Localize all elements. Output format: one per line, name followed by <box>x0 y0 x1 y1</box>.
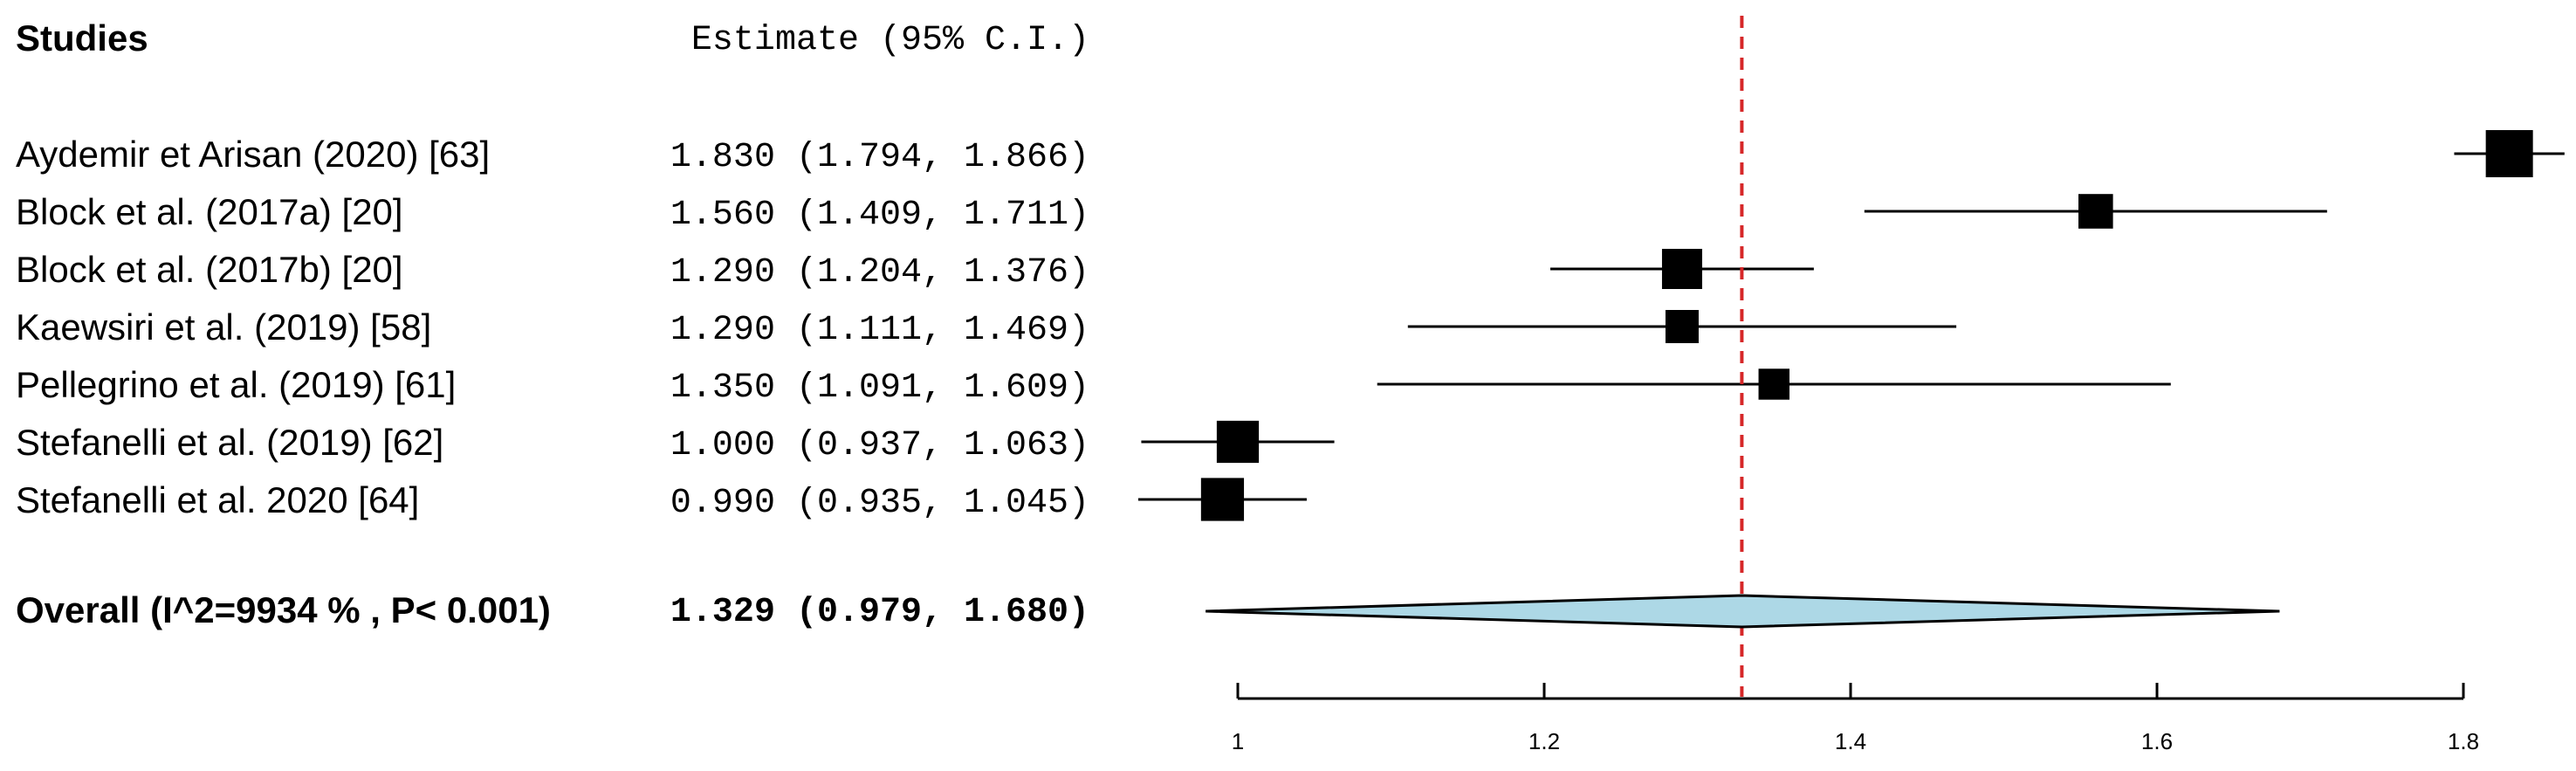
study-estimate-text: 1.000 (0.937, 1.063) <box>670 426 1089 465</box>
study-rows: Aydemir et Arisan (2020) [63] 1.830 (1.79… <box>16 130 2565 523</box>
study-row: Stefanelli et al. (2019) [62] 1.000 (0.93… <box>16 420 1335 465</box>
point-estimate-marker <box>1665 310 1699 343</box>
study-estimate-text: 1.350 (1.091, 1.609) <box>670 368 1089 408</box>
point-estimate-marker <box>2485 130 2533 177</box>
study-estimate-text: 1.290 (1.111, 1.469) <box>670 311 1089 350</box>
study-row: Block et al. (2017b) [20] 1.290 (1.204, 1… <box>16 249 1814 293</box>
study-row: Block et al. (2017a) [20] 1.560 (1.409, 1… <box>16 191 2327 235</box>
point-estimate-marker <box>1216 420 1260 464</box>
x-axis: 1 1.2 1.4 1.6 1.8 <box>1232 683 2479 754</box>
point-estimate-marker <box>1758 368 1789 400</box>
studies-header: Studies <box>16 17 148 59</box>
study-name: Kaewsiri et al. (2019) [58] <box>16 306 431 348</box>
x-tick-label: 1.8 <box>2448 728 2479 754</box>
study-estimate-text: 1.830 (1.794, 1.866) <box>670 138 1089 177</box>
study-name: Aydemir et Arisan (2020) [63] <box>16 134 490 175</box>
estimate-header: Estimate (95% C.I.) <box>691 21 1089 60</box>
study-row: Kaewsiri et al. (2019) [58] 1.290 (1.111,… <box>16 306 1957 350</box>
point-estimate-marker <box>1661 249 1702 289</box>
x-tick-label: 1 <box>1232 728 1244 754</box>
study-name: Block et al. (2017a) [20] <box>16 191 403 232</box>
study-row: Aydemir et Arisan (2020) [63] 1.830 (1.79… <box>16 130 2565 177</box>
x-tick-label: 1.2 <box>1528 728 1560 754</box>
point-estimate-marker <box>2078 194 2113 229</box>
study-estimate-text: 1.290 (1.204, 1.376) <box>670 253 1089 293</box>
x-tick-label: 1.4 <box>1835 728 1866 754</box>
study-name: Stefanelli et al. (2019) [62] <box>16 422 443 463</box>
x-tick-label: 1.6 <box>2141 728 2173 754</box>
study-name: Stefanelli et al. 2020 [64] <box>16 479 419 520</box>
point-estimate-marker <box>1200 478 1245 521</box>
study-row: Pellegrino et al. (2019) [61] 1.350 (1.09… <box>16 364 2171 408</box>
study-name: Pellegrino et al. (2019) [61] <box>16 364 456 405</box>
overall-estimate-text: 1.329 (0.979, 1.680) <box>670 593 1089 632</box>
study-name: Block et al. (2017b) [20] <box>16 249 403 290</box>
overall-label: Overall (I^2=9934 % , P< 0.001) <box>16 589 551 630</box>
study-estimate-text: 0.990 (0.935, 1.045) <box>670 484 1089 523</box>
study-estimate-text: 1.560 (1.409, 1.711) <box>670 196 1089 235</box>
overall-diamond <box>1206 594 2280 629</box>
study-row: Stefanelli et al. 2020 [64] 0.990 (0.935,… <box>16 478 1307 523</box>
